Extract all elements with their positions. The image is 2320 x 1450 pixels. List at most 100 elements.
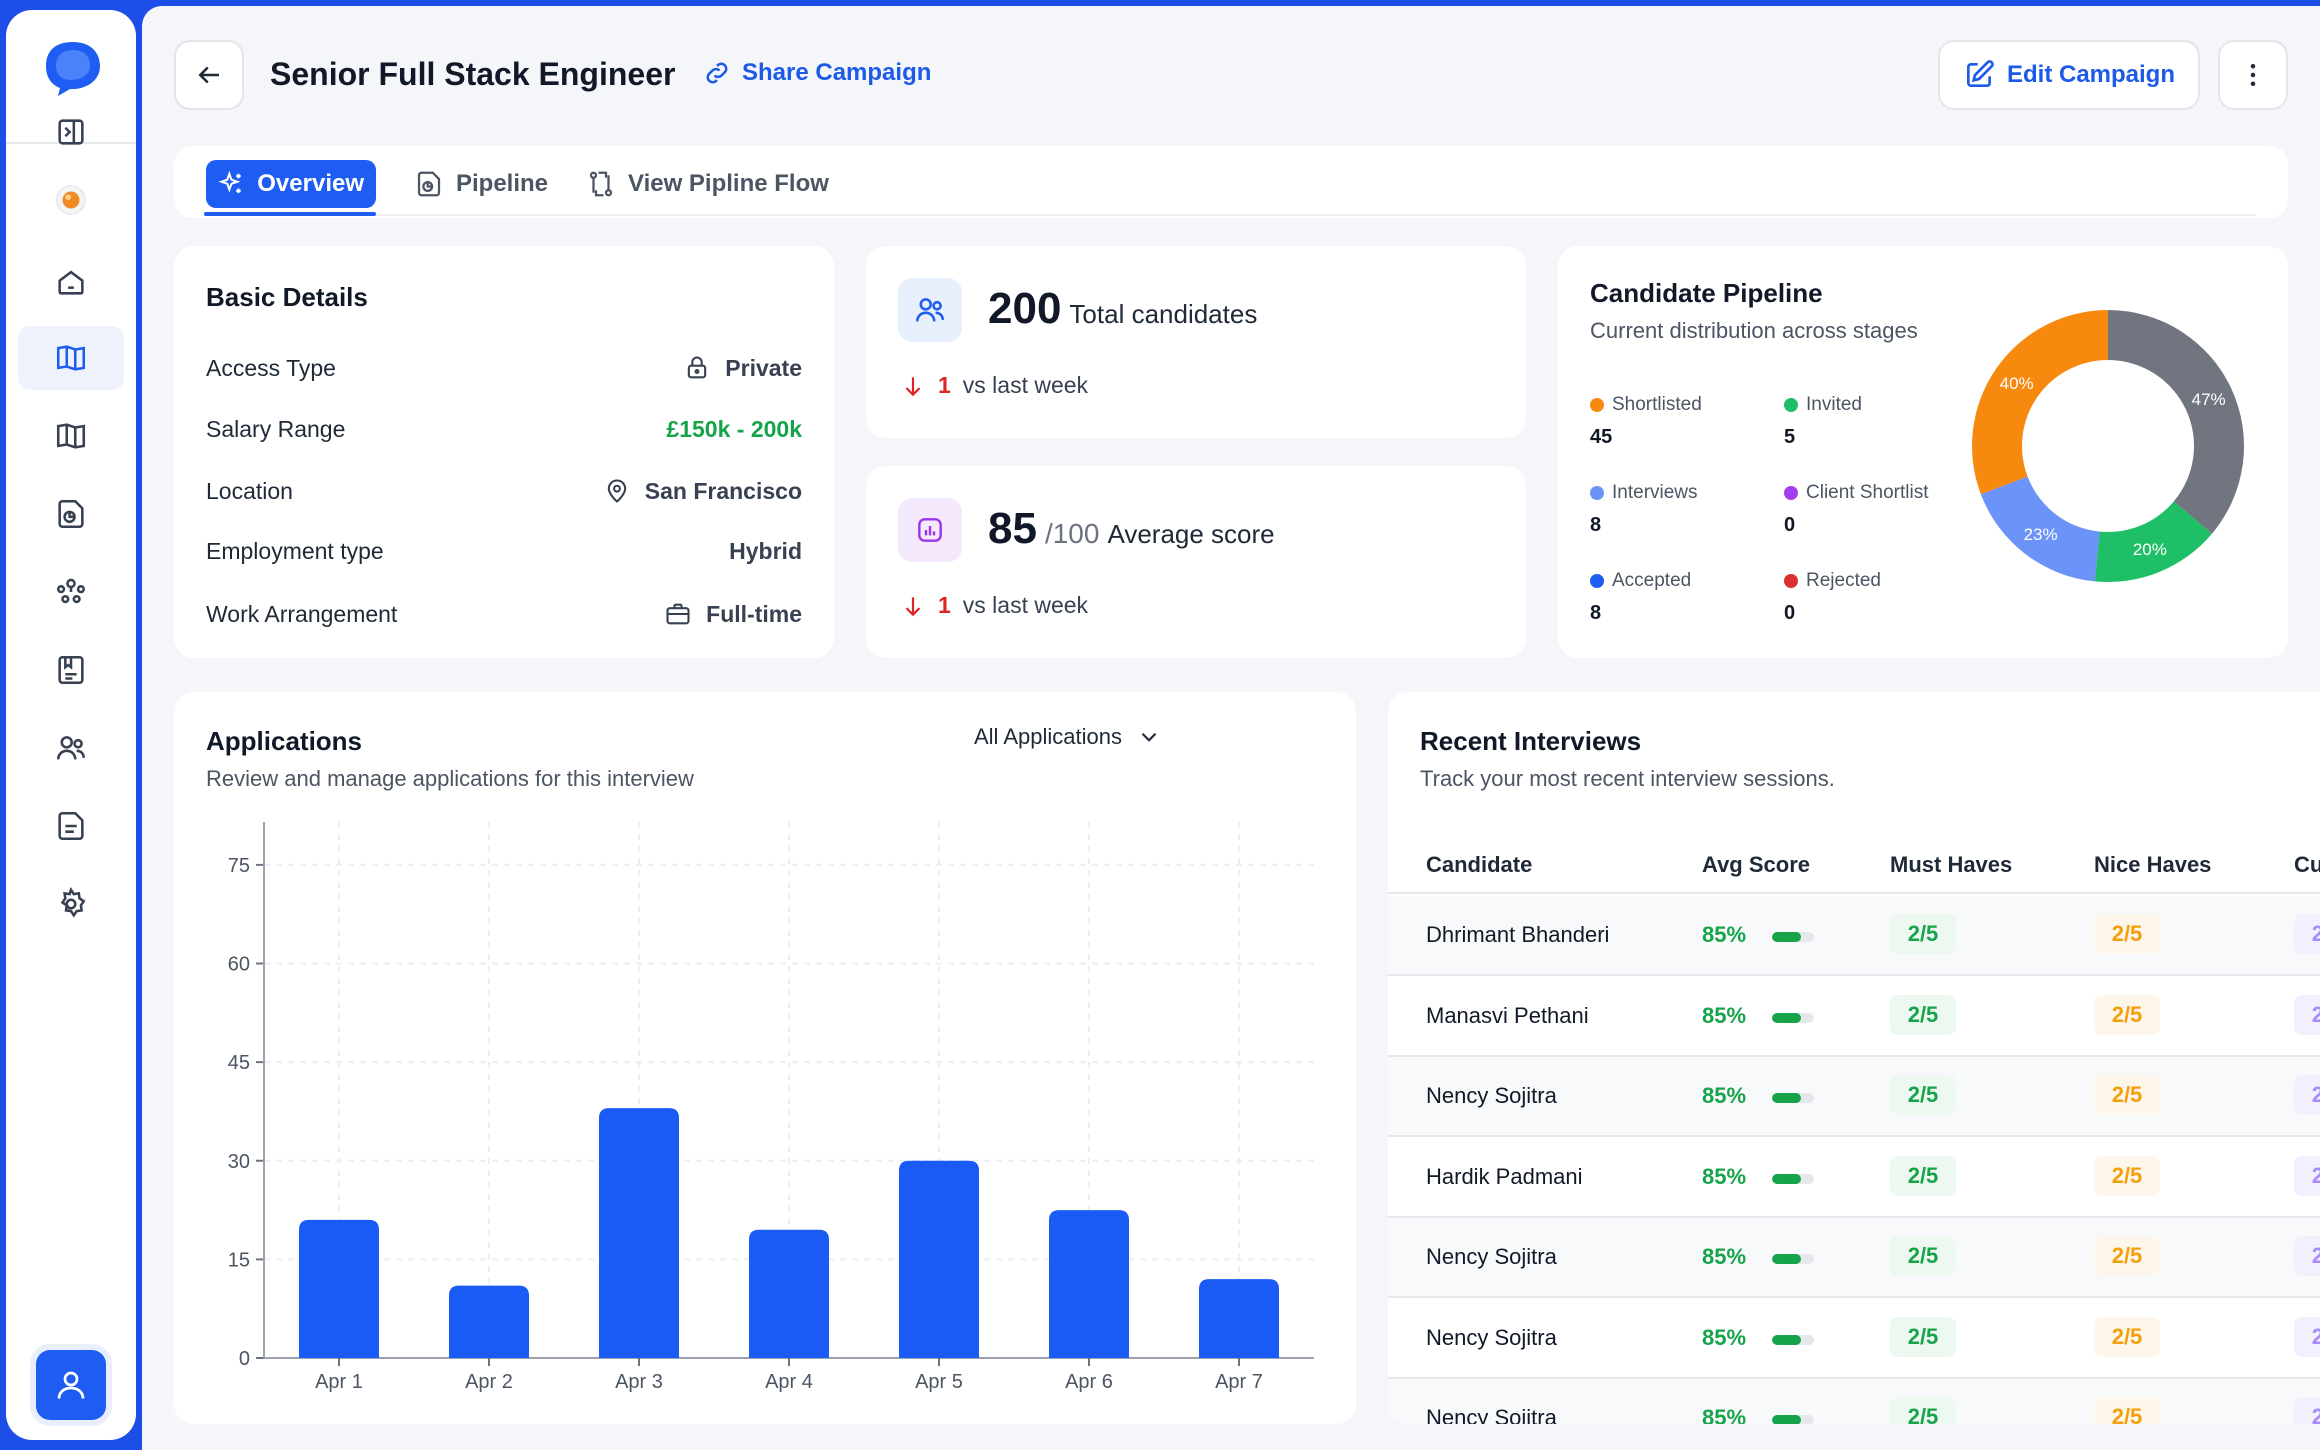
tab-bar: Overview Pipeline View Pipline Flow — [174, 146, 2288, 218]
y-tick-label: 0 — [239, 1348, 250, 1370]
legend-value: 5 — [1784, 426, 1796, 448]
detail-row-employment-type: Employment type Hybrid — [206, 538, 802, 565]
sidebar-item-campaigns[interactable] — [18, 326, 124, 390]
x-tick-label: Apr 1 — [315, 1371, 363, 1393]
score-progress-fill — [1772, 1254, 1802, 1264]
legend-dot — [1590, 486, 1604, 500]
donut-slice-label: 47% — [2192, 390, 2226, 409]
applications-filter-value: All Applications — [974, 724, 1122, 749]
tab-view-pipeline-flow[interactable]: View Pipline Flow — [574, 160, 841, 208]
tab-overview[interactable]: Overview — [206, 160, 376, 208]
user-profile-button[interactable] — [36, 1350, 106, 1420]
bar[interactable] — [1199, 1279, 1279, 1358]
share-campaign-link[interactable]: Share Campaign — [702, 58, 931, 88]
avg-score: 85% — [1702, 1163, 1747, 1189]
score-progress-bar — [1772, 1093, 1814, 1103]
more-vertical-icon — [2250, 64, 2256, 86]
legend-item-accepted: Accepted — [1590, 570, 1691, 592]
table-row[interactable]: Nency Sojitra 85% 2/5 2/5 2/5 — [1388, 1218, 2320, 1298]
bar[interactable] — [299, 1219, 379, 1358]
y-tick-label: 30 — [228, 1151, 250, 1173]
legend-item-rejected: Rejected — [1784, 570, 1881, 592]
candidate-name: Dhrimant Bhanderi — [1426, 922, 1610, 947]
detail-row-access-type: Access Type Private — [206, 354, 802, 382]
tab-pipeline[interactable]: Pipeline — [402, 160, 560, 208]
work-arrangement-value: Full-time — [706, 600, 802, 627]
table-row[interactable]: Dhrimant Bhanderi 85% 2/5 2/5 2/5 — [1388, 896, 2320, 976]
candidate-name: Nency Sojitra — [1426, 1324, 1557, 1350]
applications-subtitle: Review and manage applications for this … — [206, 766, 694, 791]
table-row[interactable]: Hardik Padmani 85% 2/5 2/5 2/5 — [1388, 1138, 2320, 1218]
interviews-table-header: Candidate Avg Score Must Haves Nice Have… — [1388, 836, 2320, 894]
donut-slice — [2094, 501, 2212, 582]
table-row[interactable]: Nency Sojitra 85% 2/5 2/5 2/5 — [1388, 1379, 2320, 1424]
home-icon[interactable] — [18, 250, 124, 314]
settings-icon[interactable] — [18, 872, 124, 936]
legend-item-interviews: Interviews — [1590, 482, 1698, 504]
cultural-fits-badge: 2/5 — [2294, 914, 2320, 954]
back-button[interactable] — [174, 40, 244, 110]
legend-item-client-shortlist: Client Shortlist — [1784, 482, 1929, 504]
team-icon[interactable] — [18, 560, 124, 624]
column-header-candidate: Candidate — [1426, 852, 1533, 877]
total-candidates-value: 200 — [988, 284, 1062, 333]
book-icon[interactable] — [18, 404, 124, 468]
applications-filter-dropdown[interactable]: All Applications — [974, 724, 1162, 750]
y-tick-label: 60 — [228, 954, 250, 976]
score-progress-bar — [1772, 932, 1814, 942]
score-progress-bar — [1772, 1254, 1814, 1264]
detail-label: Location — [206, 477, 293, 504]
x-tick-label: Apr 5 — [915, 1371, 963, 1393]
tab-view-pipeline-flow-label: View Pipline Flow — [628, 170, 829, 197]
bar-chart-icon — [898, 498, 962, 562]
legend-dot — [1590, 574, 1604, 588]
legend-item-shortlisted: Shortlisted — [1590, 394, 1702, 416]
legend-dot — [1784, 574, 1798, 588]
score-progress-fill — [1772, 932, 1802, 942]
column-header-avg-score: Avg Score — [1702, 852, 1811, 877]
users-icon[interactable] — [18, 716, 124, 780]
app-logo-icon[interactable] — [40, 38, 106, 100]
legend-dot — [1784, 398, 1798, 412]
nice-haves-badge: 2/5 — [2094, 1316, 2160, 1357]
column-header-cultural-fits: Cultural Fits — [2294, 852, 2320, 877]
bar[interactable] — [749, 1229, 829, 1358]
column-header-must-haves: Must Haves — [1890, 852, 2013, 877]
legend-dot — [1784, 486, 1798, 500]
nice-haves-badge: 2/5 — [2094, 1236, 2160, 1276]
pipeline-donut-chart: 47% 20% 23% 40% — [1972, 310, 2244, 582]
cultural-fits-badge: 2/5 — [2294, 1075, 2320, 1115]
cultural-fits-badge: 2/5 — [2294, 1155, 2320, 1196]
status-orb-icon[interactable] — [18, 178, 124, 222]
y-tick-label: 45 — [228, 1052, 250, 1074]
candidate-name: Manasvi Pethani — [1426, 1002, 1589, 1028]
access-type-value: Private — [725, 354, 802, 381]
salary-range-value: £150k - 200k — [666, 416, 802, 442]
sidebar — [6, 10, 136, 1440]
bar[interactable] — [449, 1285, 529, 1358]
briefcase-icon — [666, 603, 690, 625]
table-row[interactable]: Nency Sojitra 85% 2/5 2/5 2/5 — [1388, 1299, 2320, 1379]
bar[interactable] — [1049, 1210, 1129, 1358]
pipeline-subtitle: Current distribution across stages — [1590, 318, 1918, 343]
cultural-fits-badge: 2/5 — [2294, 1397, 2320, 1424]
document-icon[interactable] — [18, 794, 124, 858]
legend-label: Rejected — [1806, 570, 1881, 591]
table-row[interactable]: Manasvi Pethani 85% 2/5 2/5 2/5 — [1388, 977, 2320, 1057]
legend-value: 0 — [1784, 602, 1796, 624]
average-score-unit: /100 — [1044, 518, 1100, 549]
clipboard-icon[interactable] — [18, 638, 124, 702]
detail-value: Full-time — [664, 600, 802, 628]
must-haves-badge: 2/5 — [1890, 1397, 1956, 1424]
table-row[interactable]: Nency Sojitra 85% 2/5 2/5 2/5 — [1388, 1057, 2320, 1137]
main-content: Senior Full Stack Engineer Share Campaig… — [142, 6, 2320, 1450]
bar[interactable] — [599, 1108, 679, 1358]
candidate-name: Nency Sojitra — [1426, 1244, 1557, 1269]
more-options-button[interactable] — [2218, 40, 2288, 110]
collapse-sidebar-icon[interactable] — [18, 110, 124, 154]
bar[interactable] — [899, 1160, 979, 1358]
edit-campaign-button[interactable]: Edit Campaign — [1938, 40, 2200, 110]
legend-value: 8 — [1590, 602, 1602, 624]
pipeline-icon[interactable] — [18, 482, 124, 546]
score-progress-fill — [1772, 1012, 1802, 1023]
